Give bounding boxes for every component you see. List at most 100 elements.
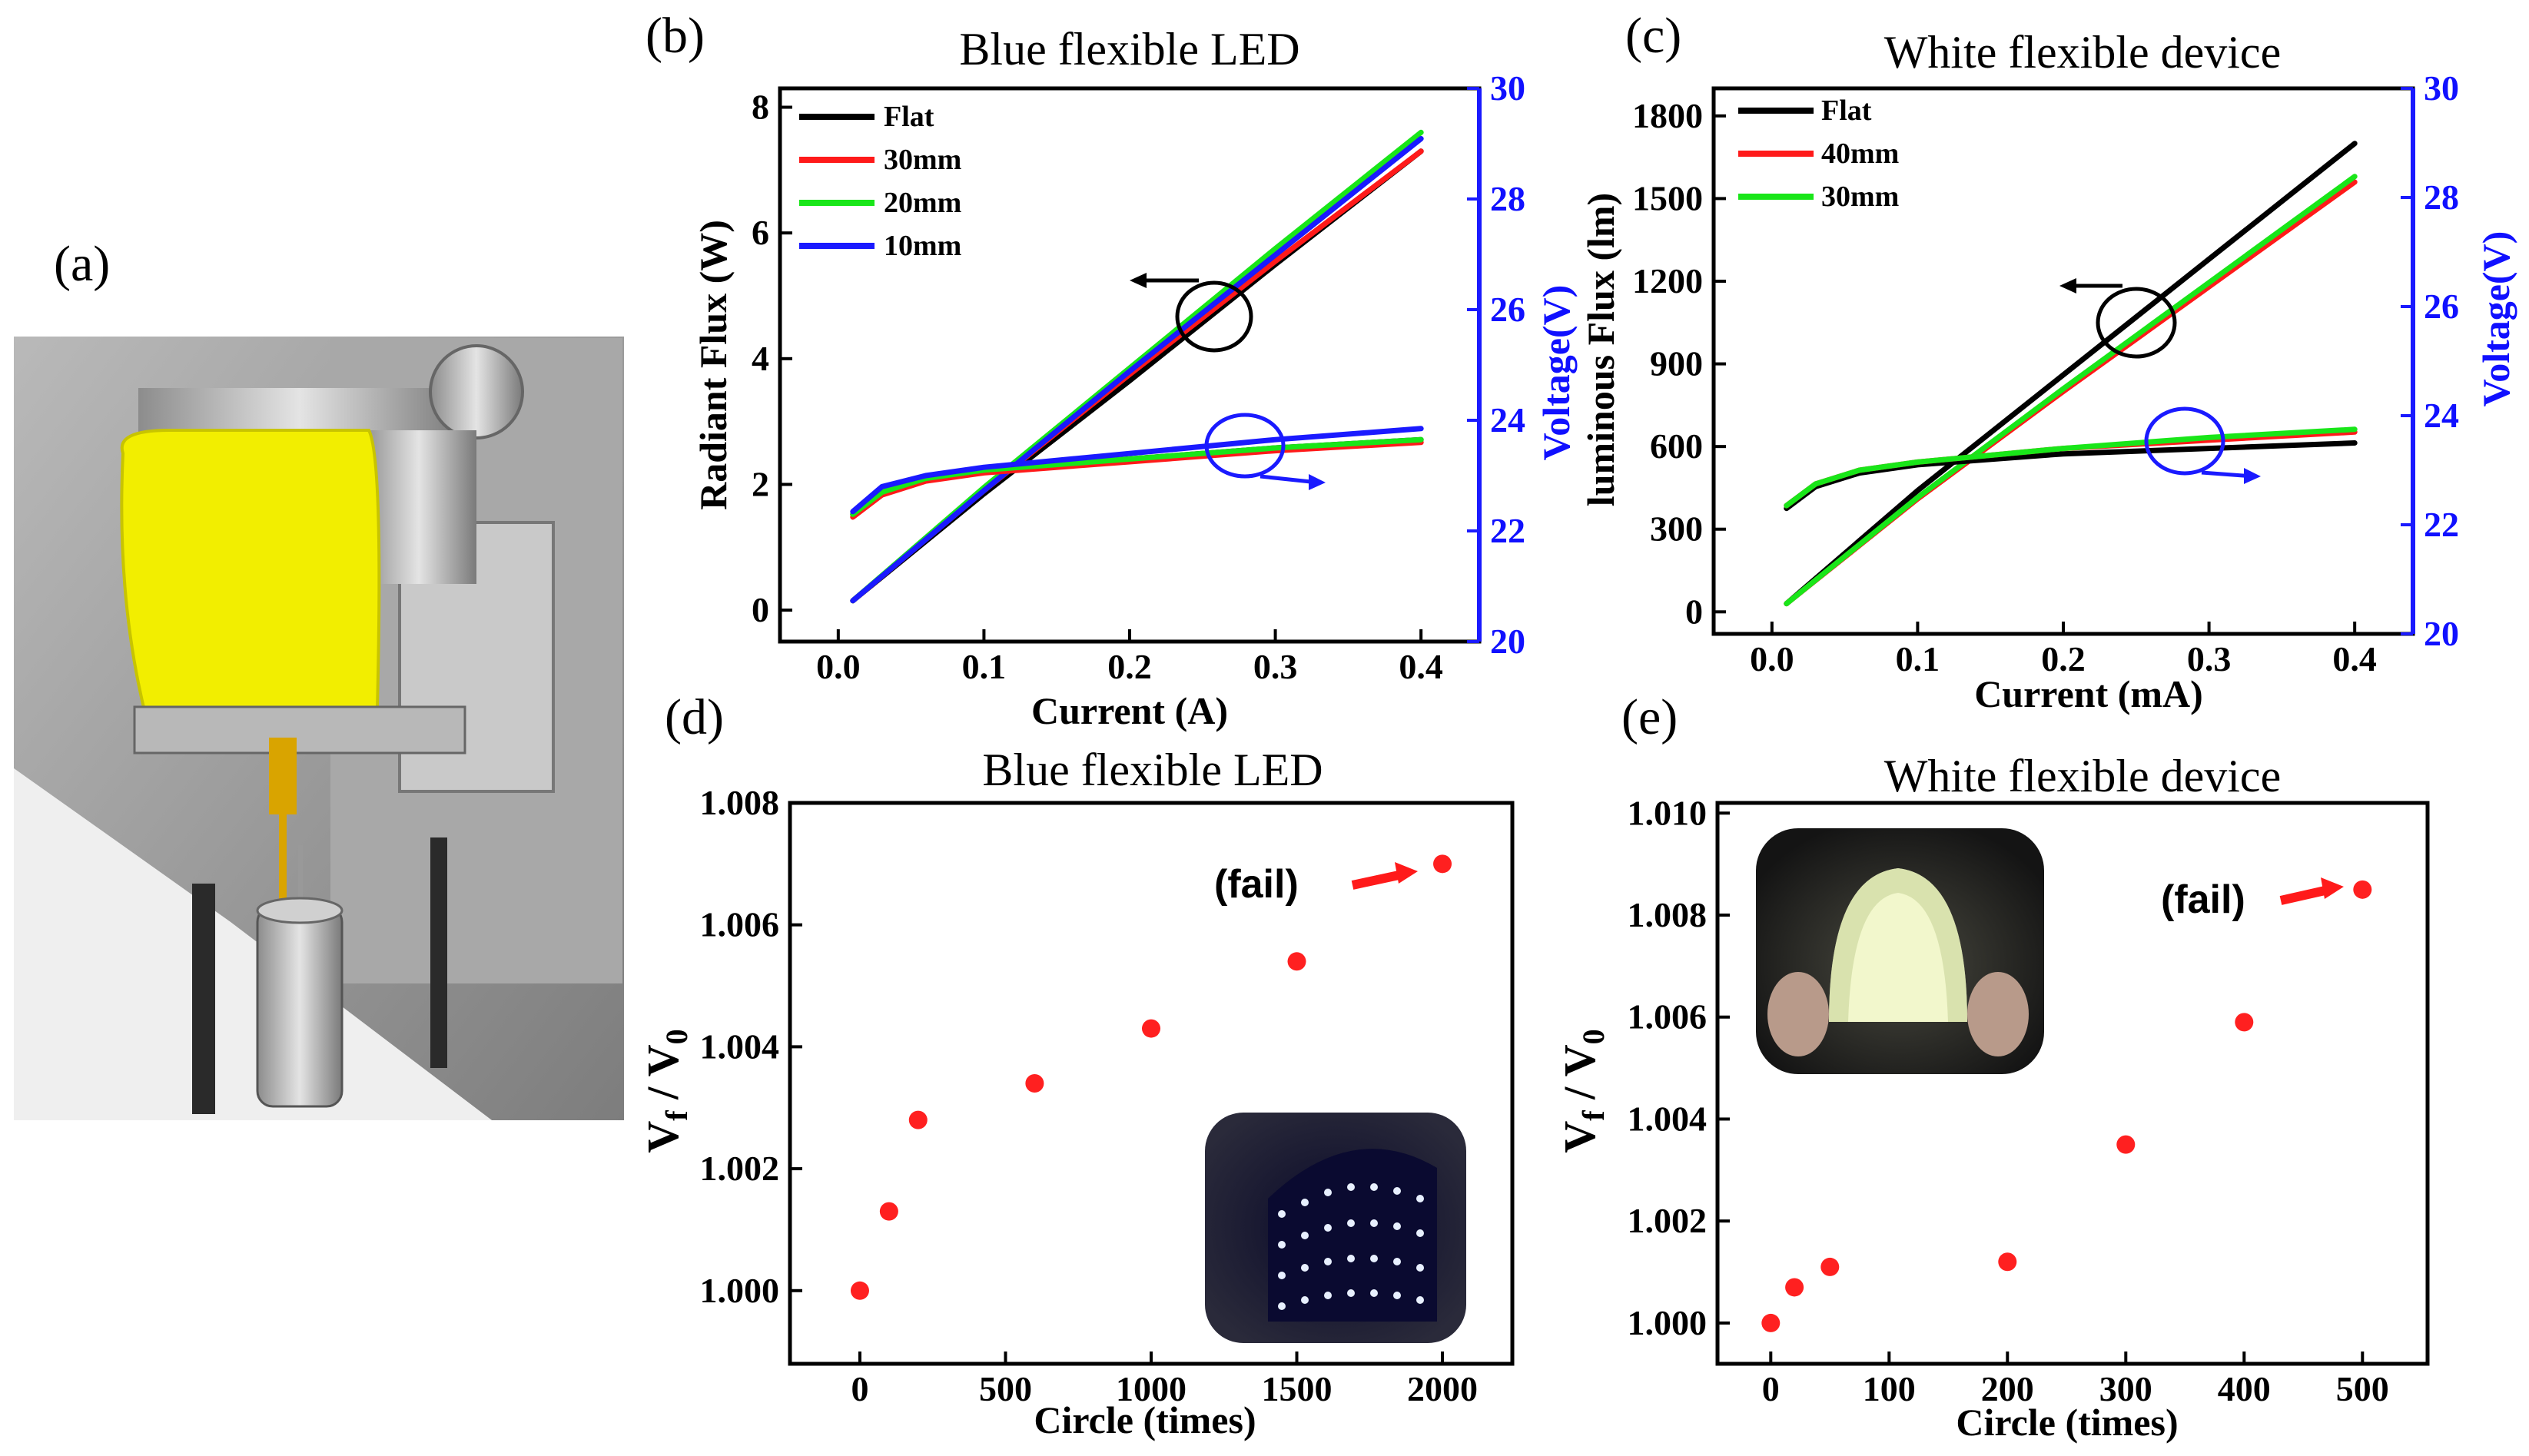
x-tick-label: 1500 [1262, 1369, 1333, 1408]
annotation-arrowhead-left [2059, 278, 2076, 294]
series-line-10mm [850, 136, 1424, 604]
y2-tick-label: 30 [2424, 68, 2459, 108]
x-axis-label: Circle (times) [1034, 1398, 1256, 1441]
x-tick-label: 100 [1863, 1369, 1916, 1408]
y2-axis-label: Voltage(V) [1535, 285, 1578, 461]
chart-title: White flexible device [1884, 751, 2281, 801]
chart-c: White flexible device Current (mA) lumin… [1579, 27, 2517, 715]
y-tick-label: 2 [752, 464, 769, 503]
data-point [1820, 1257, 1840, 1276]
y-tick-label: 1.000 [1628, 1303, 1708, 1342]
plot-frame [1715, 801, 2430, 1366]
annotation-circle-right [1204, 413, 1286, 479]
y-axis-label-vf-v0: Vf / V0 [1555, 1029, 1611, 1153]
series-line-30mm-v [1784, 426, 2358, 509]
panel-label-a: (a) [54, 236, 110, 292]
x-tick-label: 0.1 [962, 647, 1007, 686]
x-axis-label: Current (A) [1031, 689, 1228, 732]
legend-label: Flat [884, 101, 934, 133]
series-line-20mm-v [850, 436, 1424, 517]
series-line-flat-v [1784, 440, 2358, 512]
annotation-circle-left [1175, 280, 1253, 353]
x-tick-label: 500 [979, 1369, 1032, 1408]
data-point [1287, 952, 1306, 971]
y-tick-label: 900 [1650, 344, 1703, 383]
chart-d: Blue flexible LED Circle (times) Vf / V0… [638, 745, 1515, 1441]
y-tick-label: 1.006 [1628, 997, 1708, 1036]
x-axis-label: Current (mA) [1974, 672, 2203, 715]
data-point [1142, 1019, 1160, 1038]
y-tick-label: 8 [752, 88, 769, 127]
y-axis-label-vf-v0: Vf / V0 [638, 1029, 694, 1153]
fail-arrow [2279, 885, 2330, 905]
chart-title: Blue flexible LED [959, 24, 1299, 75]
fail-arrow [1351, 870, 1404, 890]
x-tick-label: 2000 [1407, 1369, 1478, 1408]
data-point [2116, 1135, 2136, 1154]
y-axis-label: luminous Flux (lm) [1579, 193, 1622, 506]
fail-arrowhead [1395, 862, 1418, 884]
y2-tick-label: 28 [2424, 177, 2459, 217]
chart-title: Blue flexible LED [982, 745, 1323, 795]
y-tick-label: 0 [1685, 592, 1703, 631]
x-tick-label: 0.3 [2187, 639, 2232, 678]
fail-annotation: (fail) [1214, 862, 1299, 907]
y-tick-label: 1.006 [700, 905, 780, 944]
x-tick-label: 0.2 [2041, 639, 2086, 678]
inset-photo-white-device [1756, 828, 2044, 1074]
panel-label-d: (d) [665, 689, 724, 745]
y-tick-label: 1.004 [1628, 1099, 1708, 1138]
chart-title: White flexible device [1884, 27, 2281, 78]
y-tick-label: 300 [1650, 509, 1703, 549]
x-tick-label: 400 [2218, 1369, 2271, 1408]
y2-tick-label: 26 [1490, 290, 1525, 329]
x-axis-label: Circle (times) [1956, 1401, 2178, 1444]
y2-tick-label: 22 [1490, 511, 1525, 550]
y-tick-label: 1.000 [700, 1271, 780, 1310]
y-tick-label: 1500 [1632, 178, 1703, 217]
y2-tick-label: 28 [1490, 179, 1525, 218]
y2-tick-label: 30 [1490, 68, 1525, 108]
x-tick-label: 1000 [1116, 1369, 1187, 1408]
annotation-circle-left [2096, 287, 2177, 359]
annotation-arrowhead-right [1309, 474, 1326, 490]
x-tick-label: 0.4 [2332, 639, 2377, 678]
annotation-arrowhead-left [1130, 273, 1147, 288]
series-line-10mm-v [850, 426, 1424, 515]
y-tick-label: 1200 [1632, 261, 1703, 300]
x-tick-label: 0.0 [1750, 639, 1794, 678]
y-tick-label: 0 [752, 590, 769, 629]
data-point [1761, 1313, 1781, 1332]
legend-label: 30mm [1821, 181, 1899, 213]
legend-label: 10mm [884, 230, 961, 262]
y-tick-label: 6 [752, 213, 769, 252]
y-tick-label: 1.004 [700, 1026, 780, 1066]
y-tick-label: 1.008 [700, 783, 780, 822]
data-point [1433, 854, 1452, 874]
legend-label: Flat [1821, 95, 1872, 127]
x-tick-label: 0.3 [1253, 647, 1298, 686]
y-tick-label: 1.002 [1628, 1201, 1708, 1240]
y-tick-label: 1800 [1632, 96, 1703, 135]
x-tick-label: 0.2 [1107, 647, 1152, 686]
data-point [879, 1202, 898, 1221]
data-point [1785, 1278, 1804, 1297]
fail-arrowhead [2321, 877, 2344, 899]
chart-e: White flexible device Circle (times) Vf … [1555, 751, 2430, 1444]
y2-axis-label: Voltage(V) [2474, 231, 2517, 407]
inset-photo-blue-led [1205, 1113, 1466, 1343]
bending-test-photo [14, 337, 624, 1120]
annotation-arrowhead-right [2244, 468, 2261, 484]
y2-tick-label: 20 [1490, 622, 1525, 661]
legend-label: 20mm [884, 187, 961, 219]
data-point [2235, 1013, 2254, 1032]
data-point [1998, 1252, 2017, 1272]
data-point [850, 1281, 869, 1300]
x-tick-label: 0.1 [1896, 639, 1940, 678]
x-tick-label: 200 [1981, 1369, 2034, 1408]
y2-tick-label: 24 [1490, 400, 1525, 439]
data-point [1025, 1074, 1044, 1093]
y-tick-label: 4 [752, 339, 769, 378]
y2-tick-label: 24 [2424, 396, 2459, 435]
